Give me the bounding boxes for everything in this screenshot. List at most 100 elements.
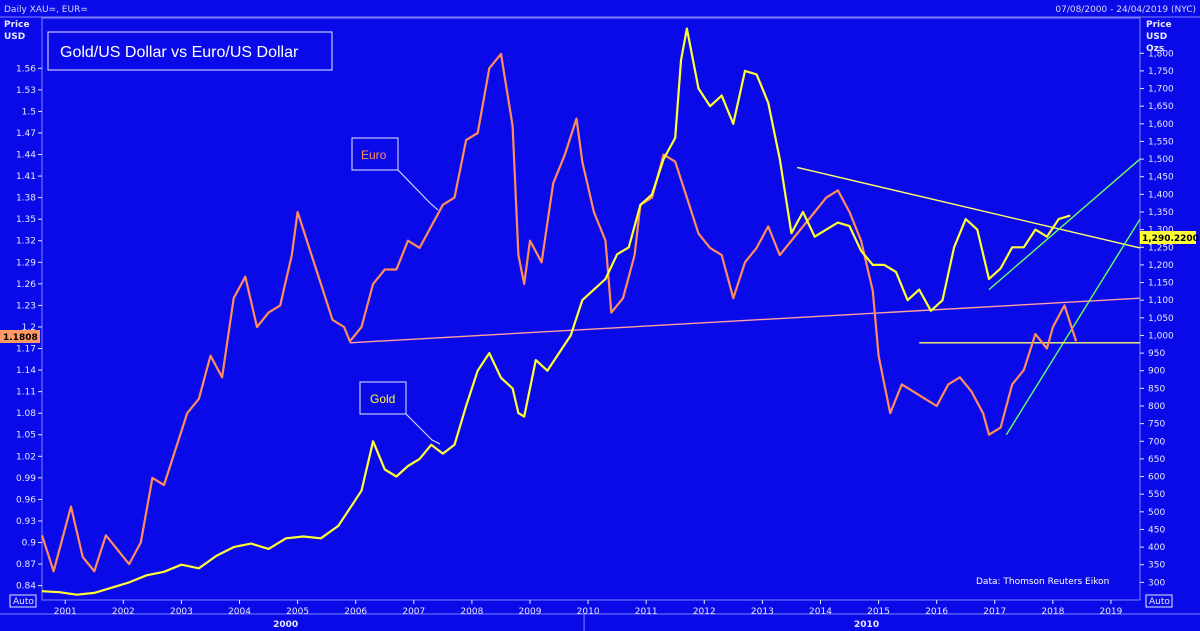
left-tick-label: 1.26 xyxy=(16,280,36,290)
right-tick-label: 1,500 xyxy=(1148,155,1174,165)
left-axis-title-line2: USD xyxy=(4,32,25,42)
right-tick-label: 600 xyxy=(1148,473,1165,483)
x-tick-label: 2001 xyxy=(54,607,77,617)
right-tick-label: 850 xyxy=(1148,384,1165,394)
left-tick-label: 1.17 xyxy=(16,345,36,355)
right-tick-label: 550 xyxy=(1148,490,1165,500)
right-tick-label: 1,250 xyxy=(1148,243,1174,253)
x-tick-label: 2011 xyxy=(635,607,658,617)
gold-last-value: 1,290.2200 xyxy=(1142,234,1199,244)
left-tick-label: 0.99 xyxy=(16,474,36,484)
left-tick-label: 1.2 xyxy=(22,323,36,333)
x-tick-label: 2007 xyxy=(402,607,425,617)
left-tick-label: 1.56 xyxy=(16,64,36,74)
x-tick-label: 2005 xyxy=(286,607,309,617)
x-tick-label: 2019 xyxy=(1099,607,1122,617)
right-tick-label: 1,200 xyxy=(1148,261,1174,271)
right-tick-label: 1,400 xyxy=(1148,190,1174,200)
left-tick-label: 1.29 xyxy=(16,258,36,268)
right-tick-label: 1,600 xyxy=(1148,120,1174,130)
right-tick-label: 400 xyxy=(1148,543,1165,553)
series-layer xyxy=(40,27,1078,596)
left-tick-label: 1.35 xyxy=(16,215,36,225)
x-axis-ticks: 2001 2002 2003 2004 2005 2006 2007 2008 2009 2010… xyxy=(54,600,1123,631)
chart-title-box: Gold/US Dollar vs Euro/US Dollar xyxy=(47,31,333,71)
x-tick-label: 2003 xyxy=(170,607,193,617)
x-tick-label: 2004 xyxy=(228,607,251,617)
right-axis-title-line2: USD xyxy=(1146,32,1167,42)
right-tick-label: 1,350 xyxy=(1148,208,1174,218)
x-decade-label: 2000 xyxy=(273,620,298,630)
right-tick-label: 1,450 xyxy=(1148,173,1174,183)
right-axis-ticks: 300 350 400 450 500 550 600 650 700 750 800 850 900 9… xyxy=(1140,49,1174,588)
right-axis-title-line3: Ozs xyxy=(1146,44,1164,54)
euro-callout: Euro xyxy=(351,137,439,211)
left-auto-label: Auto xyxy=(13,597,34,607)
left-tick-label: 1.5 xyxy=(22,107,36,117)
right-tick-label: 1,100 xyxy=(1148,296,1174,306)
x-decade-label: 2010 xyxy=(854,620,879,630)
right-tick-label: 1,800 xyxy=(1148,49,1174,59)
left-tick-label: 1.08 xyxy=(16,409,36,419)
right-tick-label: 1,150 xyxy=(1148,279,1174,289)
x-tick-label: 2017 xyxy=(983,607,1006,617)
right-tick-label: 1,000 xyxy=(1148,331,1174,341)
right-tick-label: 1,700 xyxy=(1148,85,1174,95)
right-auto-button[interactable]: Auto xyxy=(1145,594,1173,608)
x-tick-label: 2008 xyxy=(460,607,483,617)
euro-last-value: 1.1808 xyxy=(3,333,38,343)
right-tick-label: 650 xyxy=(1148,455,1165,465)
plot-border xyxy=(41,17,1141,601)
x-tick-label: 2014 xyxy=(809,607,832,617)
left-axis-title-line1: Price xyxy=(4,20,30,30)
x-tick-label: 2015 xyxy=(867,607,890,617)
x-tick-label: 2018 xyxy=(1041,607,1064,617)
left-tick-label: 1.14 xyxy=(16,366,36,376)
header-symbols: Daily XAU=, EUR= xyxy=(4,5,88,15)
gold-callout-label: Gold xyxy=(370,392,395,406)
left-tick-label: 0.93 xyxy=(16,517,36,527)
x-tick-label: 2002 xyxy=(112,607,135,617)
right-tick-label: 350 xyxy=(1148,561,1165,571)
left-tick-label: 1.47 xyxy=(16,129,36,139)
x-tick-label: 2013 xyxy=(751,607,774,617)
right-tick-label: 300 xyxy=(1148,578,1165,588)
left-tick-label: 1.44 xyxy=(16,151,36,161)
plot-frame xyxy=(0,16,1200,615)
right-tick-label: 1,750 xyxy=(1148,67,1174,77)
header-date-range: 07/08/2000 - 24/04/2019 (NYC) xyxy=(1055,5,1196,15)
left-tick-label: 1.02 xyxy=(16,452,36,462)
right-tick-label: 1,300 xyxy=(1148,226,1174,236)
left-tick-label: 0.84 xyxy=(16,582,36,592)
left-tick-label: 0.9 xyxy=(22,539,37,549)
euro-last-value-tag: 1.1808 xyxy=(0,330,40,343)
left-tick-label: 1.32 xyxy=(16,237,36,247)
chart-title: Gold/US Dollar vs Euro/US Dollar xyxy=(60,44,299,61)
left-tick-label: 1.53 xyxy=(16,86,36,96)
left-tick-label: 1.38 xyxy=(16,194,36,204)
trendline-2 xyxy=(797,166,1141,249)
right-tick-label: 900 xyxy=(1148,367,1165,377)
data-credit: Data: Thomson Reuters Eikon xyxy=(976,577,1109,587)
gold-callout-pointer xyxy=(405,413,441,445)
left-tick-label: 1.05 xyxy=(16,431,36,441)
right-tick-label: 750 xyxy=(1148,420,1165,430)
right-tick-label: 800 xyxy=(1148,402,1165,412)
right-axis-title-line1: Price xyxy=(1146,20,1172,30)
right-tick-label: 450 xyxy=(1148,525,1165,535)
right-tick-label: 700 xyxy=(1148,437,1165,447)
series-line-euro xyxy=(40,52,1078,573)
right-tick-label: 1,650 xyxy=(1148,102,1174,112)
gold-last-value-tag: 1,290.2200 xyxy=(1140,231,1199,244)
right-tick-label: 950 xyxy=(1148,349,1165,359)
x-tick-label: 2010 xyxy=(577,607,600,617)
left-auto-button[interactable]: Auto xyxy=(9,594,37,608)
trendline-3 xyxy=(988,158,1141,291)
x-tick-label: 2006 xyxy=(344,607,367,617)
gold-callout: Gold xyxy=(359,381,441,445)
left-axis-ticks: 0.84 0.87 0.9 0.93 0.96 0.99 1.02 1.05 1.08 1.11 1… xyxy=(16,64,42,592)
right-tick-label: 500 xyxy=(1148,508,1165,518)
